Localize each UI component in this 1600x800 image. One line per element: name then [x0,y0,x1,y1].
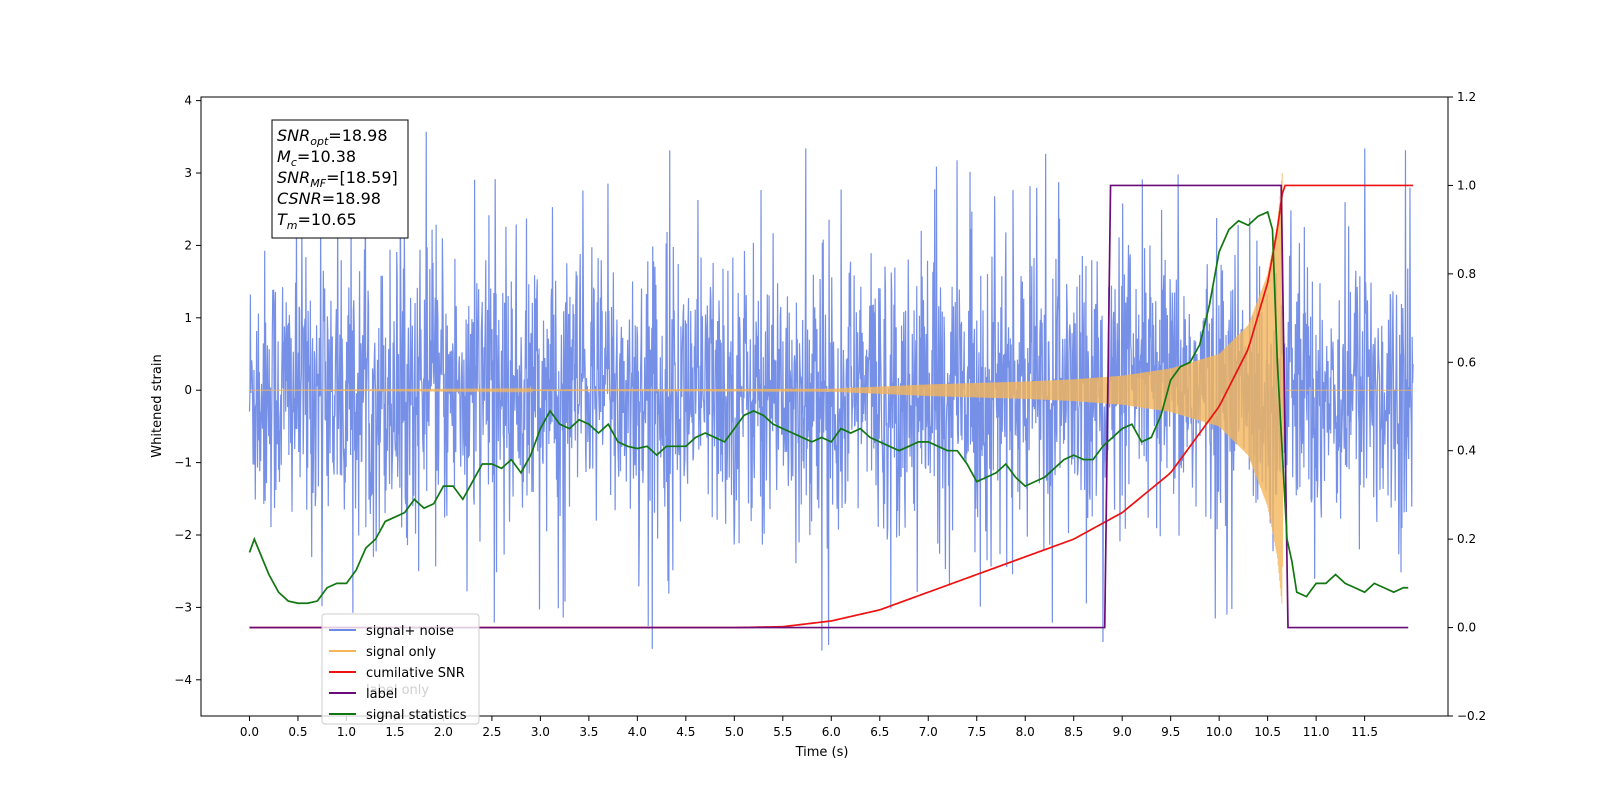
series-signal-only-line [249,173,1414,604]
annotation-line: Mc=10.38 [277,147,356,169]
x-tick-label: 5.5 [773,725,792,739]
y-axis-right: −0.2 0.0 0.2 0.4 0.6 0.8 1.0 1.2 [1448,90,1486,723]
y2-tick-label: −0.2 [1457,709,1486,723]
x-axis-title: Time (s) [795,745,849,760]
y2-tick-label: 0.4 [1457,444,1476,458]
y-tick-label: −4 [174,673,192,687]
y-tick-label: 3 [184,166,192,180]
y2-tick-label: 0.6 [1457,355,1476,369]
legend-label: signal+ noise [366,624,454,639]
x-tick-label: 9.0 [1113,725,1132,739]
annotation-line: SNRopt=18.98 [277,126,388,148]
y-tick-label: 1 [184,311,192,325]
x-tick-label: 0.5 [288,725,307,739]
y-tick-label: −3 [174,600,192,614]
plot-frame [200,96,1449,717]
legend-label: signal only [366,645,436,660]
legend-label: cumilative SNR [366,666,465,681]
legend-label: label [366,687,397,702]
y2-tick-label: 0.2 [1457,532,1476,546]
x-tick-label: 11.5 [1351,725,1378,739]
legend-frame [321,613,480,725]
y2-tick-label: 1.0 [1457,178,1476,192]
y-tick-label: 4 [184,94,192,108]
series-label-line [249,184,1409,629]
y-tick-label: 0 [184,383,192,397]
series-signal-statistics-line [248,210,1409,605]
x-tick-label: 0.0 [240,725,259,739]
legend-label: signal statistics [366,708,467,723]
annotation-box: SNRopt=18.98Mc=10.38SNRMF=[18.59]CSNR=18… [271,119,409,239]
x-tick-label: 8.5 [1064,725,1083,739]
x-tick-label: 6.0 [822,725,841,739]
y-tick-label: 2 [184,238,192,252]
x-tick-label: 1.5 [385,725,404,739]
x-tick-label: 3.5 [579,725,598,739]
x-tick-label: 8.0 [1016,725,1035,739]
y-tick-label: −1 [174,456,192,470]
x-tick-label: 5.0 [725,725,744,739]
annotation-frame [271,119,409,239]
x-tick-label: 2.0 [434,725,453,739]
x-tick-label: 7.0 [919,725,938,739]
annotation-line: CSNR=18.98 [277,189,381,208]
legend-ghost-text: label only [366,683,429,698]
y-axis-left: −4 −3 −2 −1 0 1 2 3 4 [174,94,201,687]
x-tick-label: 2.5 [482,725,501,739]
y2-tick-label: 1.2 [1457,90,1476,104]
y-axis-title: Whitened strain [150,354,165,457]
x-tick-label: 4.5 [676,725,695,739]
x-tick-label: 4.0 [628,725,647,739]
legend: label only signal+ noise signal only cumila… [321,613,480,725]
x-tick-label: 6.5 [870,725,889,739]
annotation-line: Tm=10.65 [277,210,357,232]
y-tick-label: −2 [174,528,192,542]
annotation-line: SNRMF=[18.59] [277,168,398,190]
x-tick-label: 10.5 [1254,725,1281,739]
x-tick-label: 7.5 [967,725,986,739]
y2-tick-label: 0.8 [1457,267,1476,281]
x-tick-label: 3.0 [531,725,550,739]
y2-tick-label: 0.0 [1457,621,1476,635]
x-tick-label: 11.0 [1303,725,1330,739]
x-tick-label: 9.5 [1161,725,1180,739]
x-tick-label: 10.0 [1206,725,1233,739]
x-axis: 0.0 0.5 1.0 1.5 2.0 2.5 3.0 3.5 4.0 4.5 5.0 5.5 6.0 6… [240,716,1378,739]
x-tick-label: 1.0 [337,725,356,739]
